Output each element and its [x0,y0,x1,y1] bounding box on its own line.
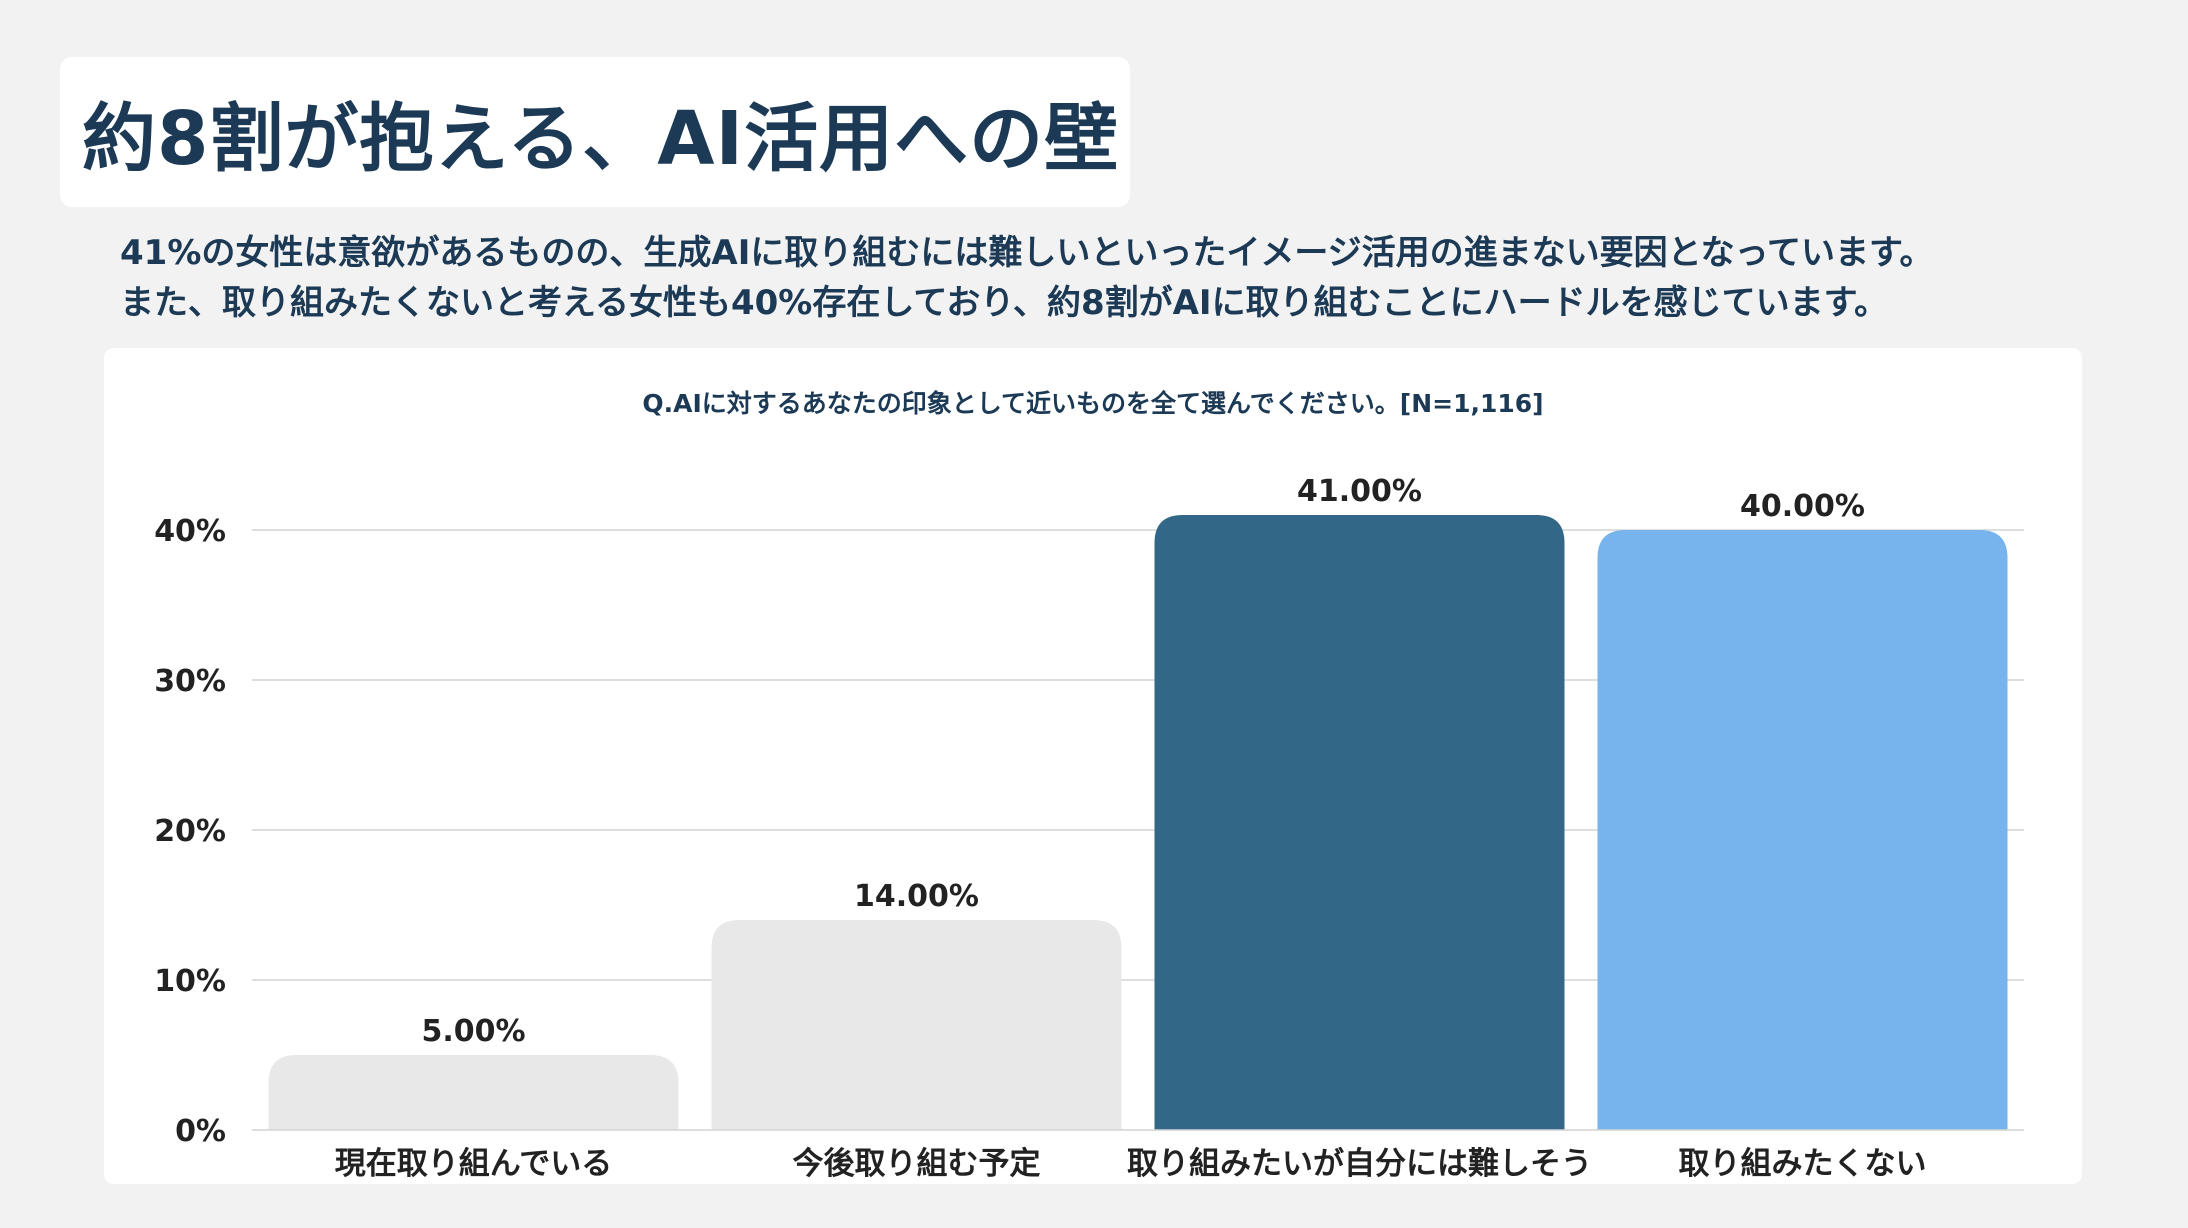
title-card: 約8割が抱える、AI活用への壁 [60,57,1130,207]
chart-title: Q.AIに対するあなたの印象として近いものを全て選んでください。[N=1,116… [642,389,1544,418]
chart-card: Q.AIに対するあなたの印象として近いものを全て選んでください。[N=1,116… [104,348,2082,1184]
bar [1597,530,2008,1130]
x-tick-label: 現在取り組んでいる [335,1146,612,1182]
y-tick-label: 40% [154,514,226,549]
data-label: 5.00% [421,1014,525,1049]
x-tick-label: 取り組みたいが自分には難しそう [1127,1146,1592,1182]
y-tick-label: 20% [154,814,226,849]
page-title: 約8割が抱える、AI活用への壁 [82,95,1120,182]
y-tick-label: 10% [154,964,226,999]
bar [1154,515,1565,1130]
x-tick-label: 今後取り組む予定 [793,1146,1041,1182]
subtitle-line-1: 41%の女性は意欲があるものの、生成AIに取り組むには難しいといったイメージ活用… [120,233,1934,273]
bar [268,1055,679,1130]
data-label: 14.00% [854,879,979,914]
y-tick-label: 0% [175,1114,226,1149]
bar [711,920,1122,1130]
y-tick-label: 30% [154,664,226,699]
page-subtitle: 41%の女性は意欲があるものの、生成AIに取り組むには難しいといったイメージ活用… [120,228,1934,328]
bar-chart: 0% 10% 20% 30% 40% 5.00% 現在取り組んでいる 14.00% 今後取り組む… [154,474,2024,1182]
x-tick-label: 取り組みたくない [1679,1146,1927,1182]
data-label: 40.00% [1740,489,1865,524]
data-label: 41.00% [1297,474,1422,509]
subtitle-line-2: また、取り組みたくないと考える女性も40%存在しており、約8割がAIに取り組むこ… [120,283,1889,323]
